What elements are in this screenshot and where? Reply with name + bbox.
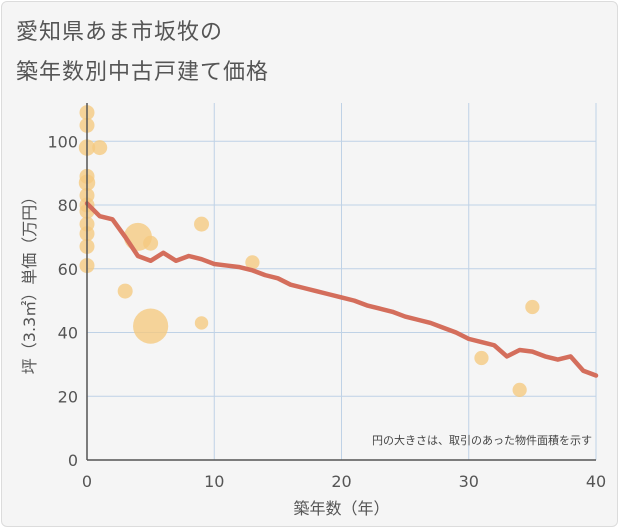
data-bubble	[512, 382, 527, 397]
y-tick-label: 0	[68, 451, 78, 470]
data-bubble	[143, 235, 159, 251]
data-bubble	[92, 140, 108, 156]
data-bubble	[117, 283, 133, 299]
chart-title-line-1: 愛知県あま市坂牧の	[16, 20, 224, 45]
data-bubble	[194, 216, 210, 232]
x-tick-label: 0	[82, 472, 92, 491]
x-tick-label: 40	[586, 472, 606, 491]
y-tick-label: 60	[58, 260, 78, 279]
x-tick-label: 20	[331, 472, 351, 491]
x-axis-label: 築年数（年）	[293, 499, 389, 518]
y-tick-label: 100	[47, 132, 78, 151]
y-tick-label: 40	[58, 324, 78, 343]
trend-line	[84, 201, 599, 378]
size-note: 円の大きさは、取引のあった物件面積を示す	[372, 433, 592, 447]
y-tick-label: 20	[58, 387, 78, 406]
x-tick-label: 30	[459, 472, 479, 491]
data-bubble	[525, 299, 540, 315]
data-bubble	[245, 255, 260, 270]
chart-title-line-2: 築年数別中古戸建て価格	[16, 60, 270, 85]
y-tick-label: 80	[58, 196, 78, 215]
data-bubble	[474, 350, 489, 366]
data-bubble	[133, 308, 169, 344]
x-tick-label: 10	[204, 472, 224, 491]
y-axis-label: 坪（3.3㎡）単価（万円）	[20, 189, 39, 374]
data-bubble	[194, 316, 209, 330]
